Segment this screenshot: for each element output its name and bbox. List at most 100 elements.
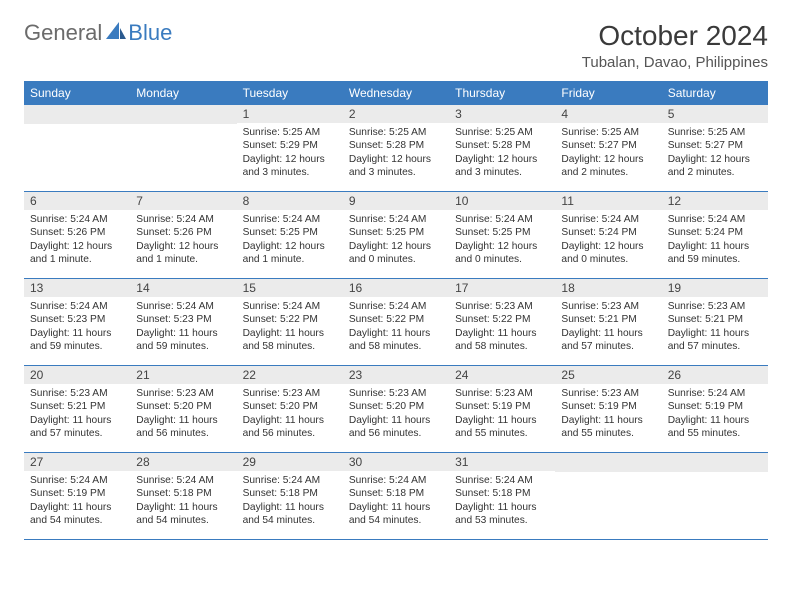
day-number: 3 <box>449 105 555 123</box>
sunrise-text: Sunrise: 5:23 AM <box>136 387 230 400</box>
sunrise-text: Sunrise: 5:24 AM <box>30 300 124 313</box>
sunset-text: Sunset: 5:22 PM <box>349 313 443 326</box>
day-number: 26 <box>662 366 768 384</box>
sunset-text: Sunset: 5:18 PM <box>349 487 443 500</box>
page-header: General Blue October 2024 Tubalan, Davao… <box>24 20 768 71</box>
calendar-cell: 1Sunrise: 5:25 AMSunset: 5:29 PMDaylight… <box>237 105 343 192</box>
daylight-text: Daylight: 12 hours and 0 minutes. <box>455 240 549 267</box>
daylight-text: Daylight: 11 hours and 56 minutes. <box>349 414 443 441</box>
sunset-text: Sunset: 5:18 PM <box>455 487 549 500</box>
sunrise-text: Sunrise: 5:23 AM <box>455 300 549 313</box>
daylight-text: Daylight: 11 hours and 54 minutes. <box>243 501 337 528</box>
sunrise-text: Sunrise: 5:24 AM <box>668 213 762 226</box>
day-number: 11 <box>555 192 661 210</box>
day-number: 17 <box>449 279 555 297</box>
daylight-text: Daylight: 12 hours and 1 minute. <box>243 240 337 267</box>
day-details: Sunrise: 5:24 AMSunset: 5:19 PMDaylight:… <box>662 384 768 444</box>
daylight-text: Daylight: 11 hours and 55 minutes. <box>455 414 549 441</box>
day-details: Sunrise: 5:24 AMSunset: 5:19 PMDaylight:… <box>24 471 130 531</box>
calendar-cell: 20Sunrise: 5:23 AMSunset: 5:21 PMDayligh… <box>24 366 130 453</box>
calendar-week-row: 20Sunrise: 5:23 AMSunset: 5:21 PMDayligh… <box>24 366 768 453</box>
day-number: 6 <box>24 192 130 210</box>
sunrise-text: Sunrise: 5:24 AM <box>136 300 230 313</box>
title-block: October 2024 Tubalan, Davao, Philippines <box>582 20 768 71</box>
day-number <box>662 453 768 472</box>
day-details: Sunrise: 5:24 AMSunset: 5:18 PMDaylight:… <box>343 471 449 531</box>
daylight-text: Daylight: 11 hours and 58 minutes. <box>243 327 337 354</box>
day-details: Sunrise: 5:25 AMSunset: 5:29 PMDaylight:… <box>237 123 343 183</box>
sunset-text: Sunset: 5:24 PM <box>561 226 655 239</box>
sunrise-text: Sunrise: 5:25 AM <box>243 126 337 139</box>
sunrise-text: Sunrise: 5:24 AM <box>30 474 124 487</box>
sunrise-text: Sunrise: 5:23 AM <box>455 387 549 400</box>
daylight-text: Daylight: 11 hours and 55 minutes. <box>561 414 655 441</box>
sunset-text: Sunset: 5:20 PM <box>349 400 443 413</box>
sunset-text: Sunset: 5:28 PM <box>455 139 549 152</box>
daylight-text: Daylight: 11 hours and 56 minutes. <box>136 414 230 441</box>
daylight-text: Daylight: 11 hours and 55 minutes. <box>668 414 762 441</box>
daylight-text: Daylight: 12 hours and 3 minutes. <box>349 153 443 180</box>
calendar-cell <box>24 105 130 192</box>
day-number: 8 <box>237 192 343 210</box>
day-details: Sunrise: 5:25 AMSunset: 5:28 PMDaylight:… <box>449 123 555 183</box>
sunrise-text: Sunrise: 5:24 AM <box>455 213 549 226</box>
calendar-cell <box>662 453 768 540</box>
calendar-cell: 15Sunrise: 5:24 AMSunset: 5:22 PMDayligh… <box>237 279 343 366</box>
day-header: Saturday <box>662 81 768 105</box>
day-header: Tuesday <box>237 81 343 105</box>
sunrise-text: Sunrise: 5:25 AM <box>455 126 549 139</box>
daylight-text: Daylight: 12 hours and 1 minute. <box>136 240 230 267</box>
sunrise-text: Sunrise: 5:24 AM <box>561 213 655 226</box>
day-header: Thursday <box>449 81 555 105</box>
day-header: Friday <box>555 81 661 105</box>
daylight-text: Daylight: 11 hours and 54 minutes. <box>349 501 443 528</box>
location: Tubalan, Davao, Philippines <box>582 54 768 71</box>
calendar-cell: 2Sunrise: 5:25 AMSunset: 5:28 PMDaylight… <box>343 105 449 192</box>
day-details: Sunrise: 5:23 AMSunset: 5:22 PMDaylight:… <box>449 297 555 357</box>
day-number: 20 <box>24 366 130 384</box>
sunrise-text: Sunrise: 5:24 AM <box>668 387 762 400</box>
sunset-text: Sunset: 5:20 PM <box>243 400 337 413</box>
daylight-text: Daylight: 12 hours and 0 minutes. <box>349 240 443 267</box>
sunrise-text: Sunrise: 5:24 AM <box>349 300 443 313</box>
sunset-text: Sunset: 5:27 PM <box>561 139 655 152</box>
day-details: Sunrise: 5:23 AMSunset: 5:20 PMDaylight:… <box>237 384 343 444</box>
day-details: Sunrise: 5:24 AMSunset: 5:18 PMDaylight:… <box>237 471 343 531</box>
sunrise-text: Sunrise: 5:25 AM <box>668 126 762 139</box>
daylight-text: Daylight: 12 hours and 3 minutes. <box>243 153 337 180</box>
sunrise-text: Sunrise: 5:24 AM <box>30 213 124 226</box>
calendar-cell: 30Sunrise: 5:24 AMSunset: 5:18 PMDayligh… <box>343 453 449 540</box>
calendar-cell: 10Sunrise: 5:24 AMSunset: 5:25 PMDayligh… <box>449 192 555 279</box>
sunset-text: Sunset: 5:18 PM <box>243 487 337 500</box>
calendar-body: 1Sunrise: 5:25 AMSunset: 5:29 PMDaylight… <box>24 105 768 540</box>
sunset-text: Sunset: 5:24 PM <box>668 226 762 239</box>
day-number: 16 <box>343 279 449 297</box>
month-title: October 2024 <box>582 20 768 52</box>
daylight-text: Daylight: 11 hours and 59 minutes. <box>668 240 762 267</box>
day-details: Sunrise: 5:24 AMSunset: 5:18 PMDaylight:… <box>449 471 555 531</box>
day-number: 23 <box>343 366 449 384</box>
calendar-cell: 12 Sunrise: 5:24 AMSunset: 5:24 PMDayligh… <box>662 192 768 279</box>
calendar-cell: 18Sunrise: 5:23 AMSunset: 5:21 PMDayligh… <box>555 279 661 366</box>
sunrise-text: Sunrise: 5:24 AM <box>243 300 337 313</box>
calendar-cell: 26Sunrise: 5:24 AMSunset: 5:19 PMDayligh… <box>662 366 768 453</box>
daylight-text: Daylight: 11 hours and 57 minutes. <box>668 327 762 354</box>
day-number: 5 <box>662 105 768 123</box>
calendar-cell: 9Sunrise: 5:24 AMSunset: 5:25 PMDaylight… <box>343 192 449 279</box>
calendar-week-row: 1Sunrise: 5:25 AMSunset: 5:29 PMDaylight… <box>24 105 768 192</box>
day-number: 12 <box>662 192 768 210</box>
day-number: 9 <box>343 192 449 210</box>
calendar-cell: 17Sunrise: 5:23 AMSunset: 5:22 PMDayligh… <box>449 279 555 366</box>
calendar-week-row: 6Sunrise: 5:24 AMSunset: 5:26 PMDaylight… <box>24 192 768 279</box>
day-number: 19 <box>662 279 768 297</box>
calendar-cell: 29Sunrise: 5:24 AMSunset: 5:18 PMDayligh… <box>237 453 343 540</box>
calendar-cell: 22Sunrise: 5:23 AMSunset: 5:20 PMDayligh… <box>237 366 343 453</box>
logo: General Blue <box>24 20 172 46</box>
day-number: 13 <box>24 279 130 297</box>
day-details: Sunrise: 5:23 AMSunset: 5:19 PMDaylight:… <box>449 384 555 444</box>
calendar-cell: 6Sunrise: 5:24 AMSunset: 5:26 PMDaylight… <box>24 192 130 279</box>
day-number: 4 <box>555 105 661 123</box>
sunset-text: Sunset: 5:21 PM <box>561 313 655 326</box>
day-details: Sunrise: 5:25 AMSunset: 5:28 PMDaylight:… <box>343 123 449 183</box>
calendar-table: SundayMondayTuesdayWednesdayThursdayFrid… <box>24 81 768 540</box>
